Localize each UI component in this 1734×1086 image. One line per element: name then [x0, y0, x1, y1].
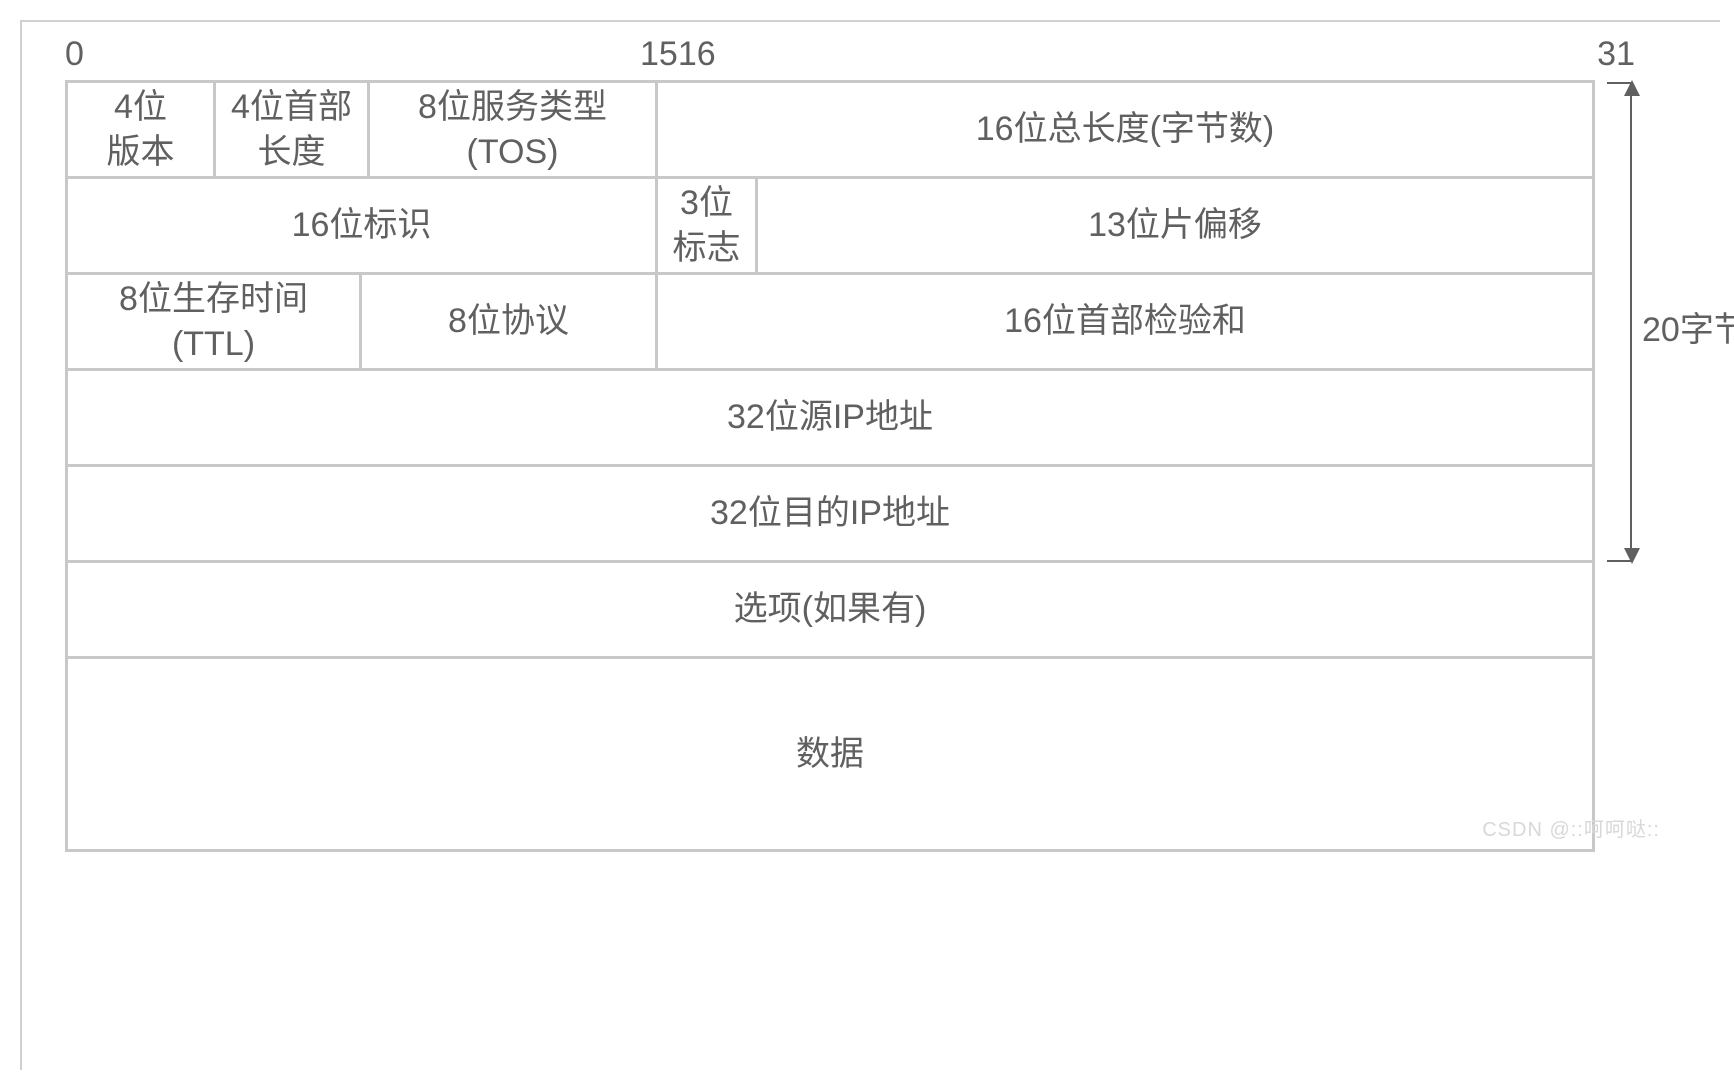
- cell-data: 数据: [68, 659, 1592, 849]
- cell-flags: 3位标志: [658, 179, 758, 272]
- bit-label-end: 31: [1597, 35, 1635, 74]
- cell-identification: 16位标识: [68, 179, 658, 272]
- table-row: 数据: [68, 659, 1592, 849]
- cell-source-ip: 32位源IP地址: [68, 371, 1592, 464]
- cell-options: 选项(如果有): [68, 563, 1592, 656]
- bracket-line: [1630, 82, 1632, 562]
- bit-ruler: 0 1516 31: [65, 20, 1625, 80]
- diagram-container: 0 1516 31 4位版本 4位首部长度 8位服务类型(TOS) 16位总长度…: [20, 20, 1720, 852]
- cell-label: 13位片偏移: [1088, 203, 1262, 247]
- cell-version: 4位版本: [68, 83, 216, 176]
- cell-checksum: 16位首部检验和: [658, 275, 1592, 368]
- cell-label: 8位生存时间(TTL): [119, 277, 308, 365]
- cell-label: 3位标志: [673, 181, 741, 269]
- table-row: 8位生存时间(TTL) 8位协议 16位首部检验和: [68, 275, 1592, 371]
- cell-ttl: 8位生存时间(TTL): [68, 275, 362, 368]
- cell-header-length: 4位首部长度: [216, 83, 370, 176]
- ip-header-table: 4位版本 4位首部长度 8位服务类型(TOS) 16位总长度(字节数) 16位标…: [65, 80, 1595, 852]
- table-row: 4位版本 4位首部长度 8位服务类型(TOS) 16位总长度(字节数): [68, 83, 1592, 179]
- cell-label: 8位服务类型(TOS): [418, 85, 607, 173]
- cell-label: 4位首部长度: [231, 85, 352, 173]
- watermark-text: CSDN @::呵呵哒::: [1482, 813, 1660, 842]
- cell-label: 8位协议: [448, 299, 569, 343]
- cell-label: 选项(如果有): [734, 587, 927, 631]
- bit-label-mid: 1516: [640, 35, 716, 74]
- cell-label: 数据: [796, 732, 864, 776]
- arrow-up-icon: [1624, 80, 1640, 96]
- cell-label: 16位首部检验和: [1004, 299, 1246, 343]
- bracket-label: 20字节: [1642, 302, 1734, 351]
- cell-dest-ip: 32位目的IP地址: [68, 467, 1592, 560]
- cell-label: 16位总长度(字节数): [976, 107, 1274, 151]
- cell-fragment-offset: 13位片偏移: [758, 179, 1592, 272]
- table-row: 32位目的IP地址: [68, 467, 1592, 563]
- cell-label: 32位目的IP地址: [710, 491, 950, 535]
- table-row: 16位标识 3位标志 13位片偏移: [68, 179, 1592, 275]
- cell-protocol: 8位协议: [362, 275, 658, 368]
- bracket-tick-bottom: [1607, 560, 1633, 562]
- table-row: 32位源IP地址: [68, 371, 1592, 467]
- table-row: 选项(如果有): [68, 563, 1592, 659]
- cell-label: 4位版本: [107, 85, 175, 173]
- header-size-bracket: 20字节: [1602, 82, 1712, 562]
- cell-total-length: 16位总长度(字节数): [658, 83, 1592, 176]
- cell-tos: 8位服务类型(TOS): [370, 83, 658, 176]
- cell-label: 16位标识: [292, 203, 432, 247]
- cell-label: 32位源IP地址: [727, 395, 933, 439]
- bit-label-start: 0: [65, 35, 84, 74]
